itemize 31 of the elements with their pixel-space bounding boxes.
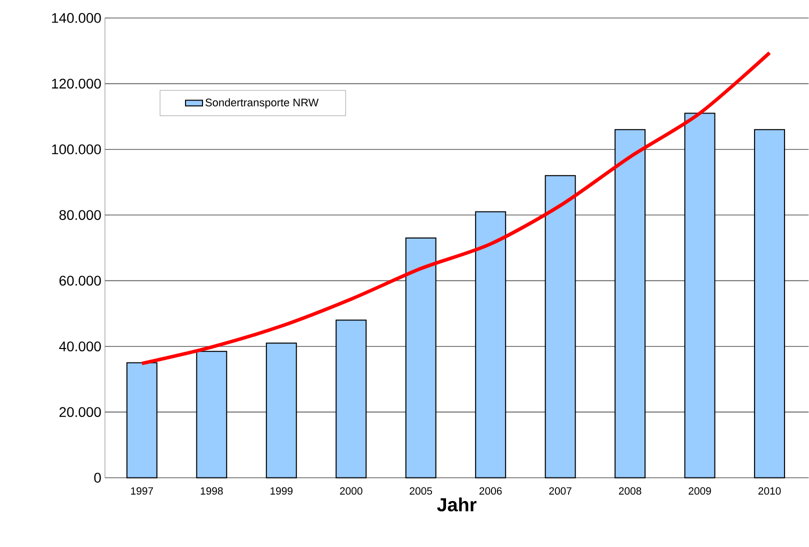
y-tick-label: 40.000 [59, 342, 101, 352]
bar [614, 129, 646, 478]
y-tick-label: 140.000 [52, 13, 101, 24]
bar [405, 238, 436, 478]
x-tick-label: 2005 [410, 487, 432, 495]
y-tick-label: 0 [94, 472, 101, 483]
line-series [140, 51, 772, 366]
x-tick-label: 2009 [688, 487, 711, 495]
x-tick-label: 1998 [200, 487, 223, 495]
bar [754, 129, 786, 478]
x-axis-title: Jahr [437, 498, 476, 512]
x-tick-label: 1997 [131, 487, 154, 495]
bar [126, 362, 158, 478]
x-tick-label: 2007 [549, 487, 572, 495]
y-tick-label: 20.000 [60, 407, 101, 418]
x-tick-label: 2010 [758, 487, 781, 495]
y-tick-label: 60.000 [60, 276, 101, 286]
legend-label: Sondertransporte NRW [206, 98, 319, 109]
x-tick-label: 1999 [270, 487, 293, 495]
x-tick-label: 2008 [618, 487, 642, 495]
y-tick-label: 100.000 [52, 144, 101, 154]
bar [544, 175, 576, 478]
bar [475, 211, 506, 478]
y-tick-label: 80.000 [59, 210, 101, 220]
bar [266, 342, 297, 478]
bar [196, 350, 228, 478]
x-tick-label: 2000 [340, 487, 362, 495]
x-tick-label: 2006 [480, 487, 502, 495]
y-tick-label: 120.000 [52, 78, 101, 89]
bar [336, 320, 367, 478]
bar [684, 112, 716, 478]
